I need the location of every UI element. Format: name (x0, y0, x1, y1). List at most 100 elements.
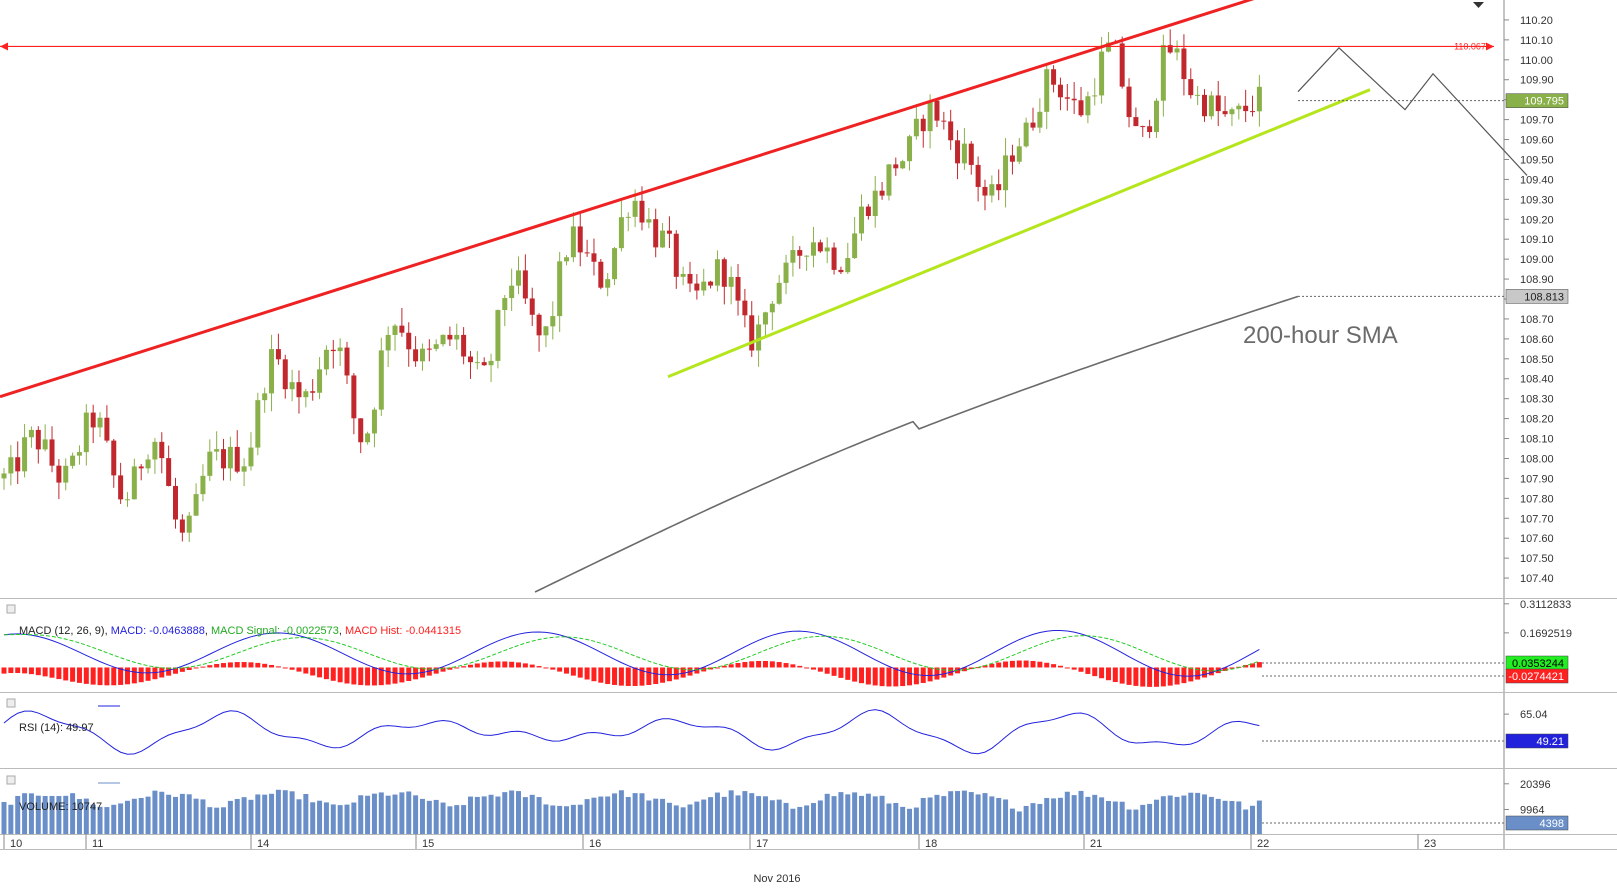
candle-bear (721, 259, 727, 287)
volume-bar (28, 793, 34, 834)
macd-hist-bar (1133, 667, 1139, 686)
resistance-arrow-right-icon (1486, 42, 1494, 51)
macd-hist-bar (138, 667, 144, 683)
volume-bar (509, 790, 515, 834)
candle-bull (646, 219, 652, 223)
volume-bar (1167, 795, 1173, 834)
macd-hist-bar (536, 666, 542, 668)
macd-signal-line (3, 633, 1260, 672)
candle-bear (577, 226, 583, 253)
candle-bear (1071, 98, 1077, 101)
volume-bar (8, 804, 14, 834)
volume-bar (934, 794, 940, 834)
macd-hist-bar (934, 667, 940, 680)
candle-bear (687, 273, 693, 284)
candle-bear (118, 475, 124, 500)
macd-hist-bar (680, 667, 686, 678)
macd-hist-bar (262, 663, 268, 668)
volume-bar (207, 807, 213, 834)
candle-bear (111, 440, 117, 476)
volume-bar (879, 795, 885, 834)
volume-bar (1181, 795, 1187, 834)
macd-legend-hist: MACD Hist: -0.0441315 (345, 625, 461, 637)
panel-settings-icon (6, 698, 16, 708)
candle-bull (701, 281, 707, 291)
volume-bar (639, 793, 645, 834)
macd-hist-bar (454, 667, 460, 669)
macd-hist-bar (660, 667, 666, 683)
volume-bar (756, 796, 762, 834)
volume-bar (817, 800, 823, 834)
price-tick-label: 109.60 (1520, 135, 1554, 147)
volume-bar (1037, 803, 1043, 834)
macd-hist-bar (467, 664, 473, 668)
candle-bear (941, 120, 947, 122)
macd-hist-bar (365, 667, 371, 686)
volume-bar (1256, 800, 1262, 834)
volume-bar (337, 805, 343, 834)
macd-hist-bar (968, 667, 974, 670)
x-tick-label: 14 (257, 838, 269, 850)
macd-hist-bar (323, 667, 329, 680)
volume-bar (502, 792, 508, 834)
candle-bear (1064, 97, 1070, 99)
macd-hist-bar (886, 667, 892, 687)
macd-hist-bar (557, 667, 563, 672)
price-tick-label: 107.60 (1520, 533, 1554, 545)
macd-hist-bar (344, 667, 350, 684)
x-tick-label: 11 (92, 838, 103, 850)
volume-bar (660, 798, 666, 834)
candle-bear (831, 247, 837, 270)
price-tick-label: 107.90 (1520, 473, 1554, 485)
price-tick-label: 108.10 (1520, 434, 1554, 446)
volume-bar (378, 792, 384, 834)
volume-bar (865, 793, 871, 834)
volume-bar (550, 805, 556, 834)
candle-bear (653, 219, 659, 248)
volume-bar (735, 795, 741, 834)
candle-bear (1126, 86, 1132, 118)
macd-hist-bar (1078, 667, 1084, 672)
price-tick-label: 108.90 (1520, 274, 1554, 286)
candle-bull (227, 446, 233, 469)
volume-bar (653, 798, 659, 834)
volume-bar (1133, 809, 1139, 834)
volume-bar (1153, 799, 1159, 834)
candle-bear (173, 485, 178, 520)
candle-bull (612, 248, 618, 280)
candle-bear (166, 458, 172, 486)
macd-hist-bar (378, 667, 384, 686)
candle-bull (1256, 86, 1262, 112)
candle-bull (248, 447, 254, 467)
candle-bear (673, 233, 679, 277)
macd-hist-bar (598, 667, 604, 683)
macd-hist-bar (893, 667, 899, 687)
macd-hist-bar (317, 667, 323, 678)
candle-bull (557, 261, 563, 317)
macd-hist-bar (859, 667, 864, 684)
candle-bull (317, 369, 323, 393)
macd-hist-bar (179, 667, 185, 672)
volume-bar (289, 791, 295, 834)
candle-bull (762, 312, 768, 325)
macd-hist-bar (104, 667, 110, 686)
candle-bear (1167, 45, 1173, 53)
volume-bar (852, 792, 858, 834)
macd-hist-bar (900, 667, 906, 687)
macd-panel: 0.3112833 0.1692519 0.0353244-0.0274421 (1, 599, 1572, 687)
candle-bear (996, 184, 1002, 191)
macd-hist-bar (1064, 667, 1070, 669)
candle-bear (1140, 126, 1146, 128)
macd-hist-bar (1023, 660, 1029, 668)
macd-hist-bar (118, 667, 124, 685)
macd-hist-bar (1195, 667, 1201, 680)
candle-bull (660, 230, 666, 248)
candle-bear (481, 362, 487, 366)
rsi-tick-label: 65.04 (1520, 709, 1548, 721)
macd-hist-bar (166, 667, 172, 676)
volume-title: VOLUME: 10747 (19, 801, 102, 813)
volume-bar (1099, 797, 1105, 834)
macd-hist-bar (1222, 667, 1228, 671)
macd-hist-bar (570, 667, 576, 676)
candle-bear (1202, 94, 1207, 117)
